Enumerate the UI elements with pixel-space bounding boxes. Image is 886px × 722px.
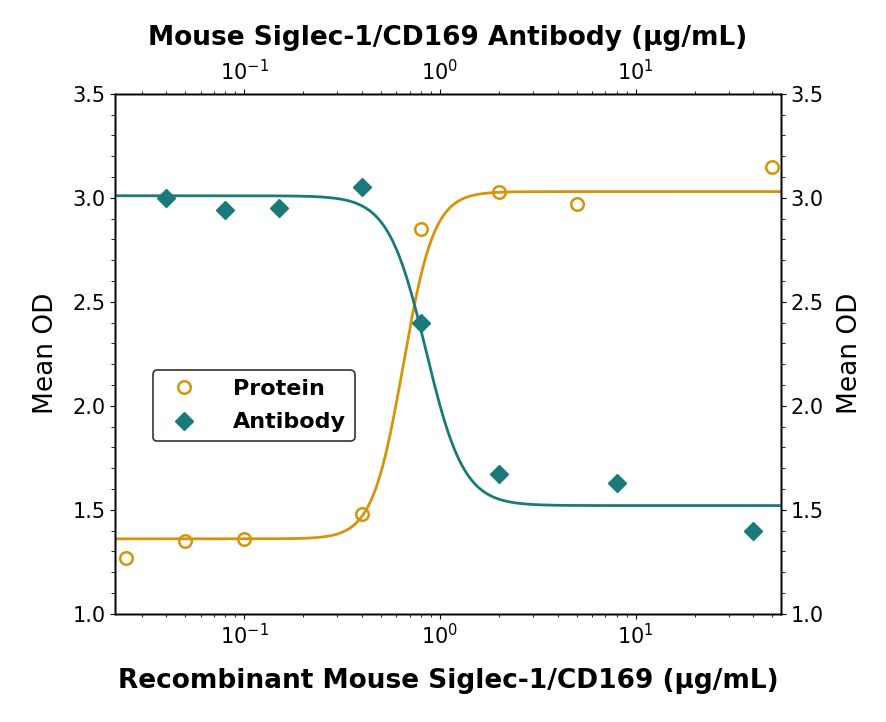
Legend: Protein, Antibody: Protein, Antibody [153, 370, 354, 441]
X-axis label: Mouse Siglec-1/CD169 Antibody (μg/mL): Mouse Siglec-1/CD169 Antibody (μg/mL) [148, 25, 747, 51]
X-axis label: Recombinant Mouse Siglec-1/CD169 (μg/mL): Recombinant Mouse Siglec-1/CD169 (μg/mL) [118, 668, 777, 694]
Y-axis label: Mean OD: Mean OD [836, 293, 862, 414]
Y-axis label: Mean OD: Mean OD [33, 293, 58, 414]
